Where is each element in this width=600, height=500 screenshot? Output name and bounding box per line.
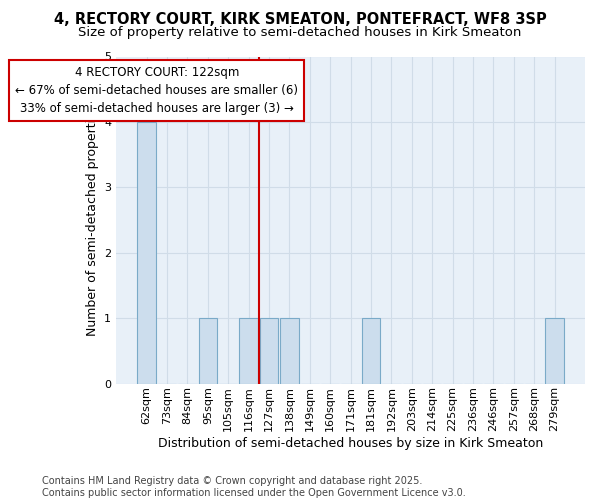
Bar	[137, 122, 156, 384]
Bar	[280, 318, 299, 384]
Text: 4 RECTORY COURT: 122sqm
← 67% of semi-detached houses are smaller (6)
33% of sem: 4 RECTORY COURT: 122sqm ← 67% of semi-de…	[16, 66, 298, 116]
Bar	[239, 318, 258, 384]
Text: Size of property relative to semi-detached houses in Kirk Smeaton: Size of property relative to semi-detach…	[79, 26, 521, 39]
Bar	[260, 318, 278, 384]
X-axis label: Distribution of semi-detached houses by size in Kirk Smeaton: Distribution of semi-detached houses by …	[158, 437, 543, 450]
Bar	[362, 318, 380, 384]
Text: Contains HM Land Registry data © Crown copyright and database right 2025.
Contai: Contains HM Land Registry data © Crown c…	[42, 476, 466, 498]
Y-axis label: Number of semi-detached properties: Number of semi-detached properties	[86, 104, 98, 336]
Bar	[545, 318, 563, 384]
Text: 4, RECTORY COURT, KIRK SMEATON, PONTEFRACT, WF8 3SP: 4, RECTORY COURT, KIRK SMEATON, PONTEFRA…	[53, 12, 547, 28]
Bar	[199, 318, 217, 384]
